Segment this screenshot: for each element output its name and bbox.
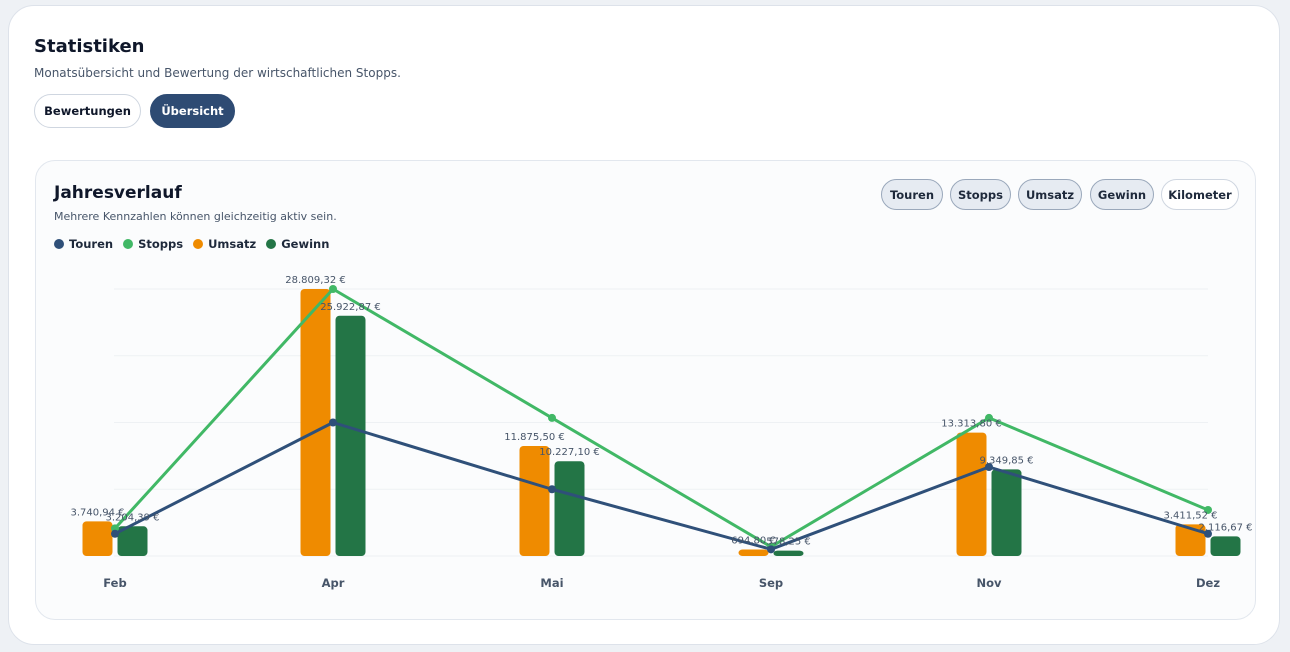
label-gewinn: 9.349,85 € xyxy=(979,455,1033,466)
bar-umsatz xyxy=(519,445,550,556)
legend-item-umsatz: Umsatz xyxy=(193,237,256,251)
legend-dot-gewinn xyxy=(266,239,277,249)
toggle-gewinn[interactable]: Gewinn xyxy=(1090,179,1154,210)
chart-subtitle: Mehrere Kennzahlen können gleichzeitig a… xyxy=(54,210,337,223)
x-tick-label: Mai xyxy=(540,576,563,590)
stopps-point xyxy=(985,413,993,422)
page-subtitle: Monatsübersicht und Bewertung der wirtsc… xyxy=(34,66,401,80)
label-umsatz: 13.313,80 € xyxy=(941,419,1001,430)
x-tick-label: Feb xyxy=(103,576,126,590)
bar-gewinn xyxy=(991,469,1022,556)
label-gewinn: 3.204,39 € xyxy=(105,512,159,523)
label-umsatz: 28.809,32 € xyxy=(285,275,345,286)
touren-point xyxy=(329,418,337,427)
bar-gewinn xyxy=(335,315,366,556)
label-umsatz: 3.740,94 € xyxy=(70,507,124,518)
tab-uebersicht[interactable]: Übersicht xyxy=(150,94,235,128)
stopps-line xyxy=(113,287,1209,549)
bar-gewinn xyxy=(1210,536,1241,556)
toggle-kilometer[interactable]: Kilometer xyxy=(1161,179,1239,210)
bar-umsatz xyxy=(82,521,113,556)
bar-gewinn xyxy=(117,526,148,556)
x-tick-label: Dez xyxy=(1196,576,1220,590)
bar-umsatz xyxy=(738,549,769,556)
legend-item-gewinn: Gewinn xyxy=(266,237,329,251)
tab-bewertungen[interactable]: Bewertungen xyxy=(34,94,141,128)
legend-dot-stopps xyxy=(123,239,134,249)
page-title: Statistiken xyxy=(34,36,145,57)
label-umsatz: 694,80 € xyxy=(731,536,776,547)
legend-dot-umsatz xyxy=(193,239,204,249)
toggle-stopps[interactable]: Stopps xyxy=(950,179,1011,210)
bar-umsatz xyxy=(956,432,987,556)
chart-panel: 3.740,94 € 28.809,32 € 11.875,50 € 694,80 €… xyxy=(35,160,1256,620)
touren-point xyxy=(1204,529,1212,538)
legend-item-stopps: Stopps xyxy=(123,237,183,251)
bar-umsatz xyxy=(300,289,331,556)
bar-gewinn xyxy=(554,461,585,556)
touren-point xyxy=(111,529,119,538)
legend-label-touren: Touren xyxy=(69,237,114,251)
legend-label-umsatz: Umsatz xyxy=(208,237,257,251)
x-tick-label: Apr xyxy=(322,576,345,590)
legend-dot-touren xyxy=(54,239,64,249)
bar-umsatz xyxy=(1175,524,1206,556)
x-tick-label: Nov xyxy=(976,576,1002,590)
touren-point xyxy=(548,485,556,494)
toggle-touren[interactable]: Touren xyxy=(881,179,943,210)
legend-label-stopps: Stopps xyxy=(138,237,184,251)
stopps-point xyxy=(329,285,337,293)
statistics-card: Statistiken Monatsübersicht und Bewertun… xyxy=(8,5,1280,645)
touren-point xyxy=(985,463,993,471)
label-umsatz: 3.411,52 € xyxy=(1163,510,1217,521)
chart-title: Jahresverlauf xyxy=(54,183,182,203)
bar-gewinn xyxy=(773,550,804,556)
label-gewinn: 578,25 € xyxy=(766,537,811,548)
label-umsatz: 11.875,50 € xyxy=(504,432,564,443)
x-tick-label: Sep xyxy=(759,576,783,590)
label-gewinn: 2.116,67 € xyxy=(1198,522,1252,533)
legend-item-touren: Touren xyxy=(54,237,113,251)
label-gewinn: 25.922,87 € xyxy=(320,302,380,313)
legend-label-gewinn: Gewinn xyxy=(281,237,330,251)
chart-svg: 3.740,94 € 28.809,32 € 11.875,50 € 694,80 €… xyxy=(70,275,1252,590)
toggle-umsatz[interactable]: Umsatz xyxy=(1018,179,1082,210)
stopps-point xyxy=(1204,505,1212,514)
touren-line xyxy=(114,421,1209,551)
touren-point xyxy=(767,545,775,554)
label-gewinn: 10.227,10 € xyxy=(539,447,599,458)
chart-legend: Touren Stopps Umsatz Gewinn xyxy=(54,237,329,251)
stopps-point xyxy=(548,413,556,422)
